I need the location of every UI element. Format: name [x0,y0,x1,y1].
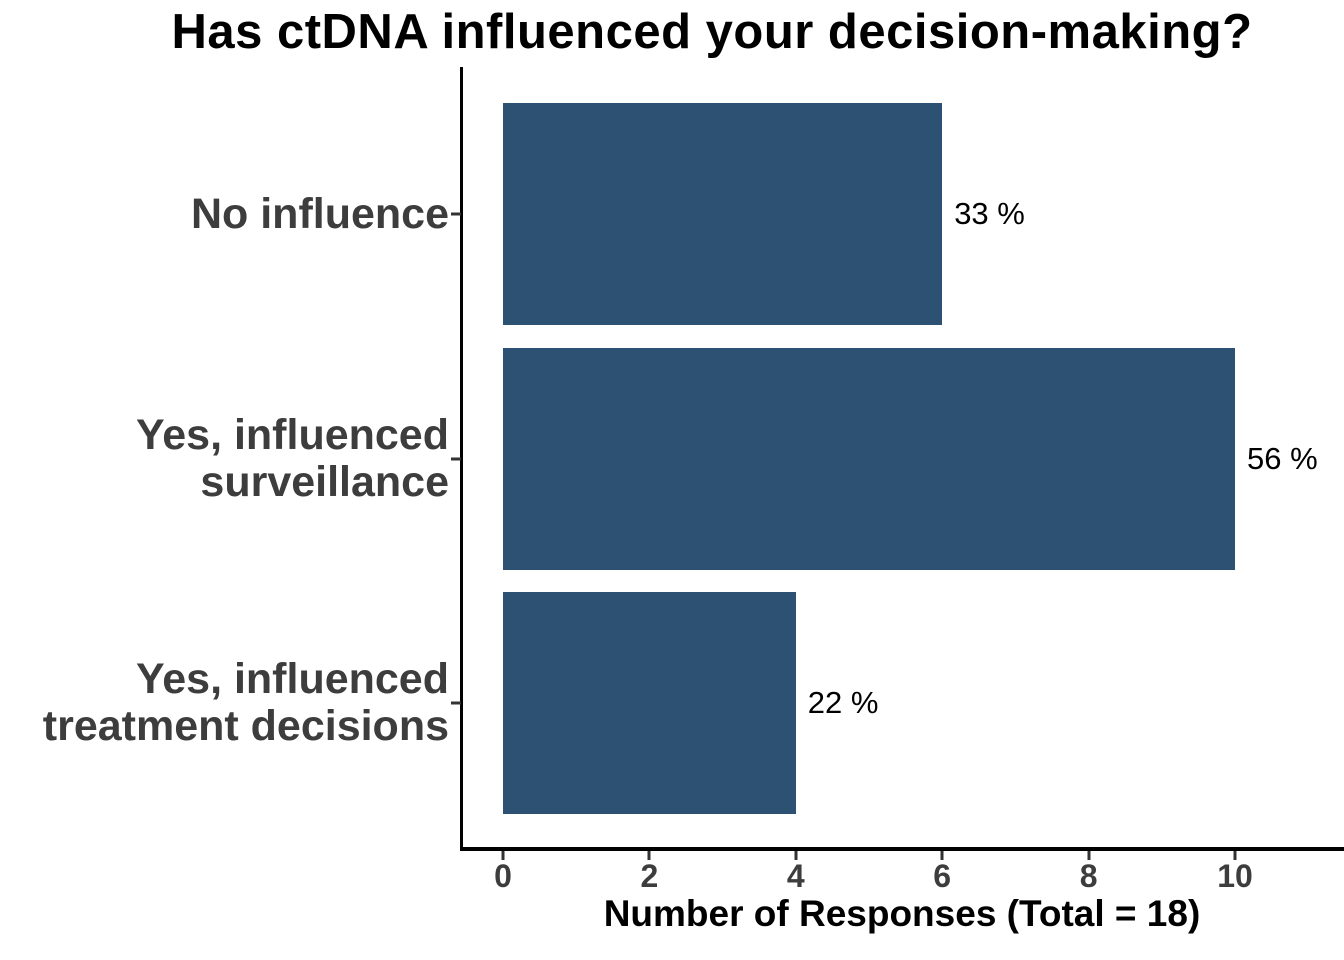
x-axis-tick-label: 8 [1079,858,1098,894]
x-axis-tick-label: 4 [786,858,805,894]
x-axis-tick-label: 6 [933,858,952,894]
x-axis-tick [501,851,505,860]
x-axis-title: Number of Responses (Total = 18) [603,893,1201,934]
x-axis-tick-label: 10 [1217,858,1253,894]
bar-value-label: 22 % [807,685,879,720]
category-label-no-influence: No influence [190,189,449,238]
x-axis-tick [940,851,944,860]
x-axis-tick [794,851,798,860]
y-axis-tick [451,212,461,216]
bar-value-label: 56 % [1247,440,1318,476]
y-axis-tick [451,457,461,460]
bar-value-label: 33 % [954,196,1025,231]
bar-influenced-surveillance [503,347,1235,570]
x-axis-tick [647,851,651,860]
bar-influenced-treatment [503,592,796,814]
x-axis-tick-label: 2 [640,858,659,894]
x-axis-line [460,847,1344,851]
category-label-influenced-treatment: Yes, influenced treatment decisions [42,655,449,750]
bar-no-influence [503,103,943,325]
category-label-influenced-surveillance: Yes, influenced surveillance [135,410,449,506]
x-axis-tick [1233,851,1237,860]
chart-title: Has ctDNA influenced your decision-makin… [171,5,1253,59]
x-axis-tick-label: 0 [494,858,512,894]
y-axis-line [460,67,463,850]
y-axis-tick [451,701,461,705]
x-axis-tick [1087,851,1091,860]
